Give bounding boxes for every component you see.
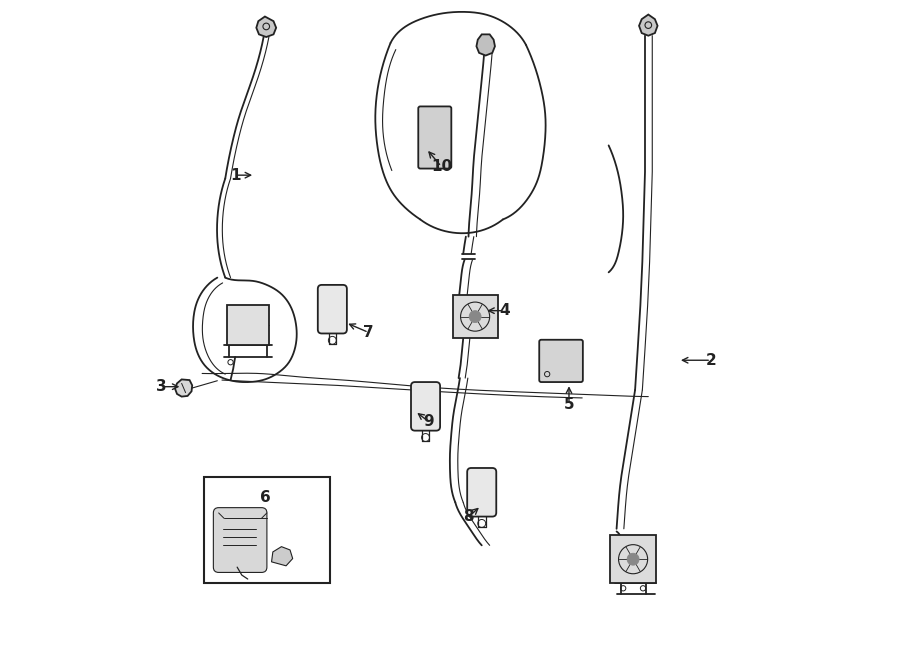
Circle shape (469, 311, 482, 323)
Polygon shape (639, 15, 658, 36)
Text: 8: 8 (464, 510, 473, 524)
Text: 7: 7 (364, 325, 374, 340)
Text: 2: 2 (706, 353, 716, 368)
Polygon shape (256, 17, 276, 37)
Bar (204, 477, 329, 583)
FancyBboxPatch shape (213, 508, 267, 572)
FancyBboxPatch shape (318, 285, 346, 333)
Text: 9: 9 (424, 414, 434, 429)
Text: 1: 1 (230, 168, 240, 182)
Text: 5: 5 (563, 397, 574, 412)
Polygon shape (272, 547, 292, 566)
FancyBboxPatch shape (467, 468, 496, 517)
FancyBboxPatch shape (539, 340, 583, 382)
Text: 3: 3 (156, 379, 166, 394)
Text: 6: 6 (259, 490, 270, 504)
Polygon shape (175, 379, 193, 397)
FancyBboxPatch shape (453, 295, 498, 338)
Text: 4: 4 (499, 303, 509, 318)
Polygon shape (476, 34, 495, 56)
FancyBboxPatch shape (227, 305, 269, 345)
Circle shape (627, 553, 639, 565)
FancyBboxPatch shape (411, 382, 440, 431)
Text: 10: 10 (431, 159, 452, 174)
FancyBboxPatch shape (418, 106, 451, 169)
FancyBboxPatch shape (610, 535, 656, 583)
